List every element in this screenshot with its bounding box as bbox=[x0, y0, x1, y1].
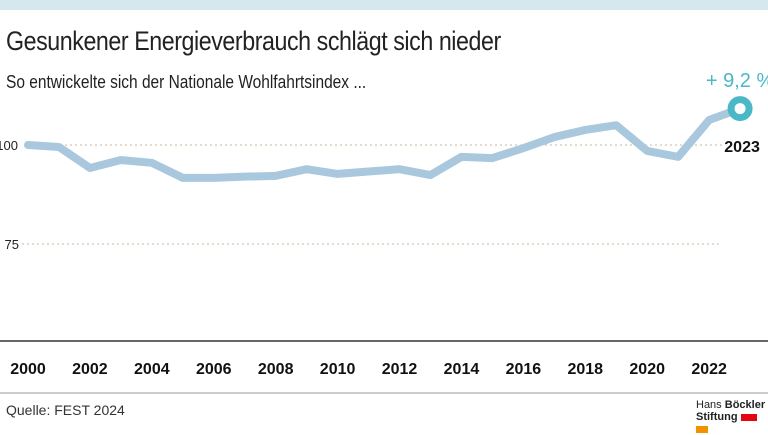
y-tick-label: 75 bbox=[5, 237, 19, 252]
annotation-value: + 9,2 % bbox=[706, 70, 768, 92]
x-tick-label: 2004 bbox=[134, 361, 170, 378]
x-tick-label: 2012 bbox=[382, 361, 418, 378]
x-tick-label: 2014 bbox=[444, 361, 480, 378]
x-tick-label: 2002 bbox=[72, 361, 108, 378]
x-tick-label: 2020 bbox=[629, 361, 665, 378]
x-tick-label: 2016 bbox=[506, 361, 542, 378]
source: Quelle: FEST 2024 bbox=[6, 402, 125, 418]
x-tick-label: 2008 bbox=[258, 361, 294, 378]
series-line bbox=[28, 109, 740, 178]
endpoint-marker bbox=[731, 100, 749, 118]
x-tick-label: 2018 bbox=[567, 361, 603, 378]
x-tick-label: 2006 bbox=[196, 361, 232, 378]
x-tick-label: 2000 bbox=[10, 361, 46, 378]
y-tick-label: 100 bbox=[0, 138, 18, 153]
x-tick-label: 2010 bbox=[320, 361, 356, 378]
annotation-year: 2023 bbox=[724, 139, 760, 156]
x-tick-label: 2022 bbox=[691, 361, 727, 378]
line-chart: 100 75 2000 2002 2004 2006 2008 2010 2012 2014 201… bbox=[0, 0, 768, 426]
